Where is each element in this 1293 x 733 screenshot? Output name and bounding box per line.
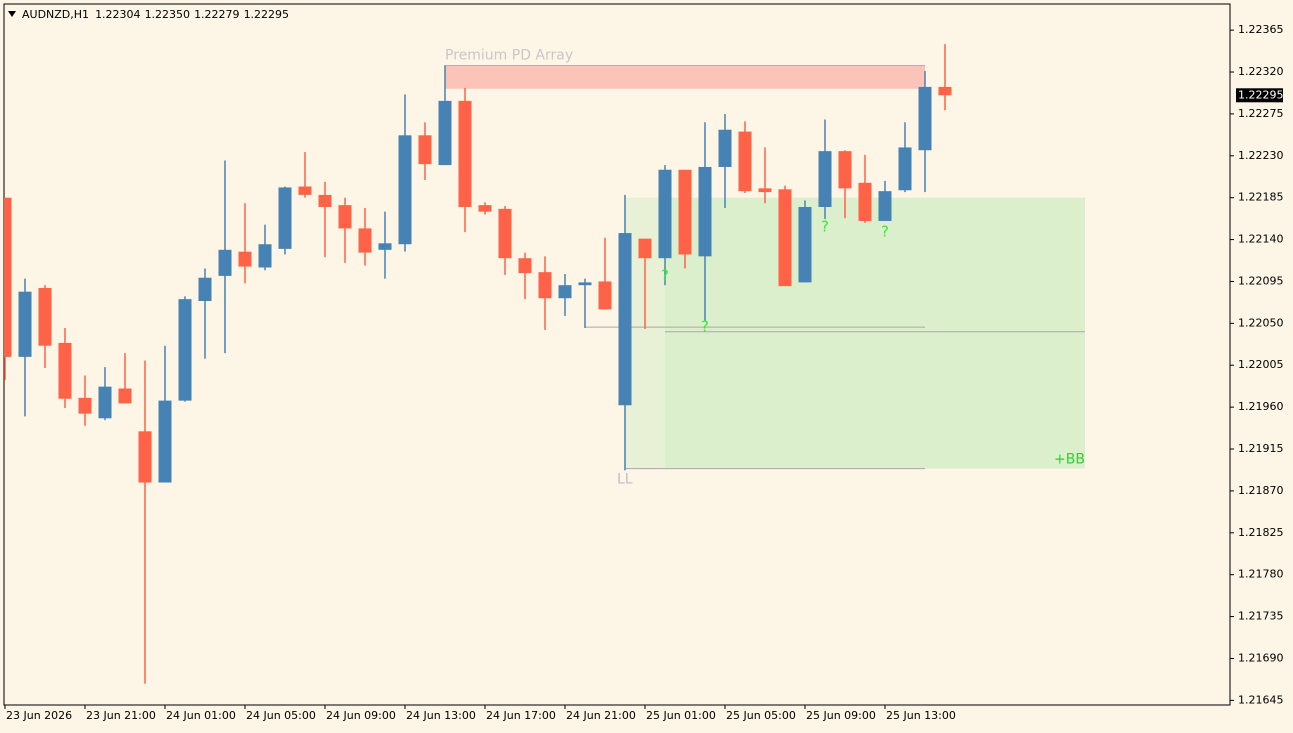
- y-tick-label: 1.22140: [1238, 233, 1284, 246]
- y-tick-label: 1.22365: [1238, 23, 1284, 36]
- candle-body: [418, 135, 432, 165]
- candle-body: [618, 233, 632, 406]
- zone-label: +BB: [1054, 452, 1085, 468]
- chart-header: AUDNZD,H1 1.22304 1.22350 1.22279 1.22295: [22, 8, 289, 21]
- x-tick-label: 24 Jun 17:00: [486, 709, 556, 722]
- x-tick-label: 24 Jun 05:00: [246, 709, 316, 722]
- candle-body: [318, 194, 332, 207]
- zone-label: Premium PD Array: [445, 48, 573, 64]
- candle-body: [598, 281, 612, 310]
- x-tick-label: 24 Jun 01:00: [166, 709, 236, 722]
- candle-body: [118, 388, 132, 404]
- candle-body: [818, 151, 832, 207]
- last-price-box: [1236, 88, 1283, 103]
- candle-body: [378, 243, 392, 250]
- marker: ?: [881, 223, 889, 241]
- y-tick-label: 1.21780: [1238, 568, 1284, 581]
- y-tick-label: 1.21825: [1238, 526, 1284, 539]
- x-tick-label: 25 Jun 13:00: [886, 709, 956, 722]
- x-tick-label: 25 Jun 09:00: [806, 709, 876, 722]
- candle-body: [838, 151, 852, 189]
- candle-body: [758, 188, 772, 193]
- candle-body: [238, 251, 252, 267]
- zone: [665, 197, 1085, 469]
- candle-body: [638, 238, 652, 259]
- candle-body: [58, 342, 72, 399]
- candle-body: [78, 397, 92, 414]
- level-label: LL: [617, 472, 633, 488]
- candle-body: [538, 272, 552, 299]
- candle-body: [798, 206, 812, 283]
- candle-body: [38, 287, 52, 346]
- candle-body: [878, 191, 892, 221]
- y-tick-label: 1.22275: [1238, 107, 1284, 120]
- quote-high: 1.22350: [145, 8, 191, 21]
- y-tick-label: 1.21735: [1238, 610, 1284, 623]
- candle-body: [778, 189, 792, 287]
- last-price-label: 1.22295: [1238, 88, 1284, 101]
- candle-body: [158, 400, 172, 483]
- candle-body: [918, 86, 932, 151]
- candle-body: [558, 285, 572, 299]
- candle-body: [938, 86, 952, 96]
- candle-body: [738, 131, 752, 192]
- marker: ?: [701, 318, 709, 336]
- quote-low: 1.22279: [194, 8, 240, 21]
- x-tick-label: 24 Jun 13:00: [406, 709, 476, 722]
- candle-body: [178, 299, 192, 401]
- y-tick-label: 1.22230: [1238, 149, 1284, 162]
- y-tick-label: 1.21960: [1238, 400, 1284, 413]
- y-tick-label: 1.22050: [1238, 316, 1284, 329]
- marker: ?: [821, 218, 829, 236]
- candle-body: [18, 291, 32, 357]
- y-tick-label: 1.22320: [1238, 65, 1284, 78]
- candle-body: [458, 100, 472, 207]
- candle-body: [398, 135, 412, 245]
- y-tick-label: 1.21690: [1238, 651, 1284, 664]
- candle-body: [898, 147, 912, 191]
- x-tick-label: 23 Jun 21:00: [86, 709, 156, 722]
- candle-body: [4, 197, 12, 357]
- candle-body: [98, 386, 112, 419]
- x-tick-label: 24 Jun 09:00: [326, 709, 396, 722]
- x-tick-label: 25 Jun 01:00: [646, 709, 716, 722]
- y-tick-label: 1.21645: [1238, 693, 1284, 706]
- symbol: AUDNZD,H1: [22, 8, 89, 21]
- plot-area: [4, 44, 1085, 684]
- candle-body: [678, 169, 692, 255]
- y-tick-label: 1.22005: [1238, 358, 1284, 371]
- candle-body: [518, 258, 532, 274]
- candle-body: [338, 205, 352, 229]
- candle-body: [578, 282, 592, 286]
- zone: [445, 65, 925, 89]
- candle-body: [258, 244, 272, 268]
- quote-close: 1.22295: [244, 8, 290, 21]
- candle-body: [218, 249, 232, 276]
- x-tick-label: 25 Jun 05:00: [726, 709, 796, 722]
- candle-body: [138, 431, 152, 483]
- candle-body: [478, 205, 492, 212]
- candle-body: [498, 208, 512, 259]
- candle-body: [438, 100, 452, 166]
- y-tick-label: 1.21915: [1238, 442, 1284, 455]
- candle-body: [298, 186, 312, 195]
- y-tick-label: 1.22185: [1238, 191, 1284, 204]
- y-tick-label: 1.22095: [1238, 274, 1284, 287]
- candle-body: [658, 169, 672, 259]
- x-tick-label: 23 Jun 2026: [6, 709, 72, 722]
- candle-body: [698, 166, 712, 257]
- candle-body: [198, 277, 212, 302]
- candle-body: [718, 129, 732, 167]
- x-tick-label: 24 Jun 21:00: [566, 709, 636, 722]
- candle-body: [858, 182, 872, 221]
- marker: ?: [661, 267, 669, 285]
- quote-open: 1.22304: [95, 8, 141, 21]
- menu-icon[interactable]: [8, 11, 16, 17]
- candle-body: [278, 187, 292, 249]
- candle-body: [358, 228, 372, 253]
- y-tick-label: 1.21870: [1238, 484, 1284, 497]
